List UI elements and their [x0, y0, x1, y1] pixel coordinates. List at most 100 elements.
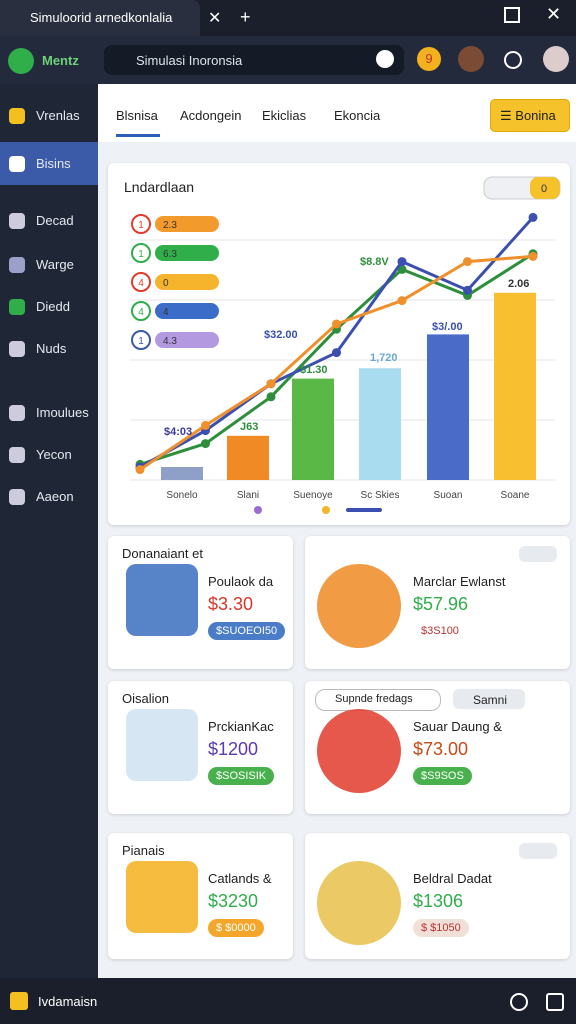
sidebar-icon	[9, 405, 25, 421]
sidebar-icon	[9, 341, 25, 357]
button-text: Bonina	[515, 108, 556, 123]
button-label: ☰ Bonina	[500, 108, 556, 123]
legend-icon	[131, 214, 151, 234]
card-button[interactable]	[453, 689, 525, 709]
sidebar-icon	[9, 213, 25, 229]
sidebar-icon	[9, 299, 25, 315]
card-toggle[interactable]	[519, 546, 557, 562]
legend-icon	[131, 272, 151, 292]
point	[201, 439, 210, 449]
bottom-action[interactable]	[546, 993, 564, 1011]
legend-pill	[155, 303, 219, 319]
annotation: $8.8V	[360, 256, 389, 268]
legend-label: 4.3	[163, 336, 177, 347]
point	[463, 285, 472, 295]
bottom-label: Ivdamaisn	[38, 994, 98, 1009]
sidebar-item[interactable]: Imoulues	[36, 405, 89, 420]
avatar[interactable]	[458, 46, 484, 72]
sidebar-item[interactable]: Vrenlas	[36, 108, 80, 123]
sidebar-item[interactable]: Nuds	[36, 341, 67, 356]
legend-icon-text: 4	[138, 307, 144, 318]
bottom-action[interactable]	[510, 993, 528, 1011]
sidebar-item[interactable]: Bisins	[36, 156, 71, 171]
card-amount: $3.30	[208, 594, 254, 614]
search-box[interactable]	[315, 689, 441, 711]
legend-dot	[322, 506, 330, 514]
tab[interactable]: Blsnisa	[116, 108, 158, 123]
card-title: Oisalion	[122, 691, 169, 706]
x-tick-label: Sc Skies	[361, 490, 400, 501]
new-tab[interactable]: +	[240, 7, 251, 27]
point	[463, 257, 472, 267]
search-box[interactable]	[104, 45, 404, 75]
annotation: $1.30	[300, 364, 328, 376]
legend-icon-text: 4	[138, 278, 144, 289]
legend-icon-text: 1	[138, 336, 144, 347]
bottom-icon	[10, 992, 28, 1010]
point	[332, 319, 341, 329]
legend-pill	[155, 274, 219, 290]
card-pill: $ $0000	[208, 919, 264, 937]
legend-icon	[131, 301, 151, 321]
annotation: J63	[240, 421, 258, 433]
legend-label: 4	[163, 307, 169, 318]
annotation: 2.06	[508, 278, 529, 290]
card-name: Poulaok da	[208, 574, 274, 589]
card-amount: $1200	[208, 739, 259, 759]
logo: Mentz	[42, 53, 79, 68]
sidebar-icon	[9, 108, 25, 124]
profile[interactable]	[543, 46, 569, 72]
legend-icon-text: 1	[138, 220, 144, 231]
bar	[427, 334, 469, 480]
maximize[interactable]	[504, 7, 520, 23]
card-name: PrckianKac	[208, 719, 274, 734]
legend-pill	[155, 245, 219, 261]
sidebar	[0, 84, 98, 978]
settings[interactable]	[376, 50, 394, 68]
x-tick-label: Suenoye	[293, 490, 333, 501]
window-title: Simuloorid arnedkonlalia	[30, 10, 173, 25]
tab[interactable]: Ekiclias	[262, 108, 307, 123]
sidebar-icon	[9, 447, 25, 463]
card-pill: $SUOEOI50	[208, 622, 286, 640]
point	[135, 465, 145, 475]
card-pill: $ $1050	[413, 919, 469, 937]
annotation: 1,720	[370, 352, 398, 364]
legend-icon	[131, 243, 151, 263]
card-name: Beldral Dadat	[413, 871, 492, 886]
point	[397, 296, 407, 306]
sidebar-item[interactable]: Warge	[36, 257, 74, 272]
tab[interactable]: Ekoncia	[334, 108, 381, 123]
tab[interactable]	[0, 0, 200, 36]
card-amount: $1306	[413, 891, 464, 911]
logo-icon	[8, 48, 34, 74]
sidebar-icon	[9, 156, 25, 172]
point	[528, 251, 538, 261]
sidebar-item[interactable]: Yecon	[36, 447, 72, 462]
button[interactable]	[490, 99, 570, 132]
point	[266, 392, 276, 402]
bar	[494, 292, 536, 480]
badge[interactable]: 9	[417, 47, 441, 71]
sidebar-icon	[9, 489, 25, 505]
close-tab[interactable]: ✕	[208, 10, 222, 27]
toggle-text: 0	[541, 183, 547, 195]
chart-title: Lndardlaan	[124, 179, 194, 195]
card-graphic	[317, 564, 401, 648]
close[interactable]: ✕	[546, 4, 562, 24]
bar	[227, 435, 269, 480]
card-pill: $SOSISIK	[208, 767, 275, 785]
card-title: Pianais	[122, 843, 165, 858]
point	[201, 420, 210, 430]
sidebar-item[interactable]: Aaeon	[36, 489, 74, 504]
point	[332, 348, 341, 358]
sidebar-item[interactable]: Decad	[36, 213, 74, 228]
search-text: Supnde fredags	[335, 693, 413, 705]
sidebar-item[interactable]: Diedd	[36, 299, 70, 314]
bar	[161, 467, 203, 480]
tab[interactable]: Acdongein	[180, 108, 242, 123]
status[interactable]	[504, 51, 522, 69]
annotation: $4:03	[164, 426, 192, 438]
annotation: $3/.00	[432, 321, 463, 333]
card-toggle[interactable]	[519, 843, 557, 859]
